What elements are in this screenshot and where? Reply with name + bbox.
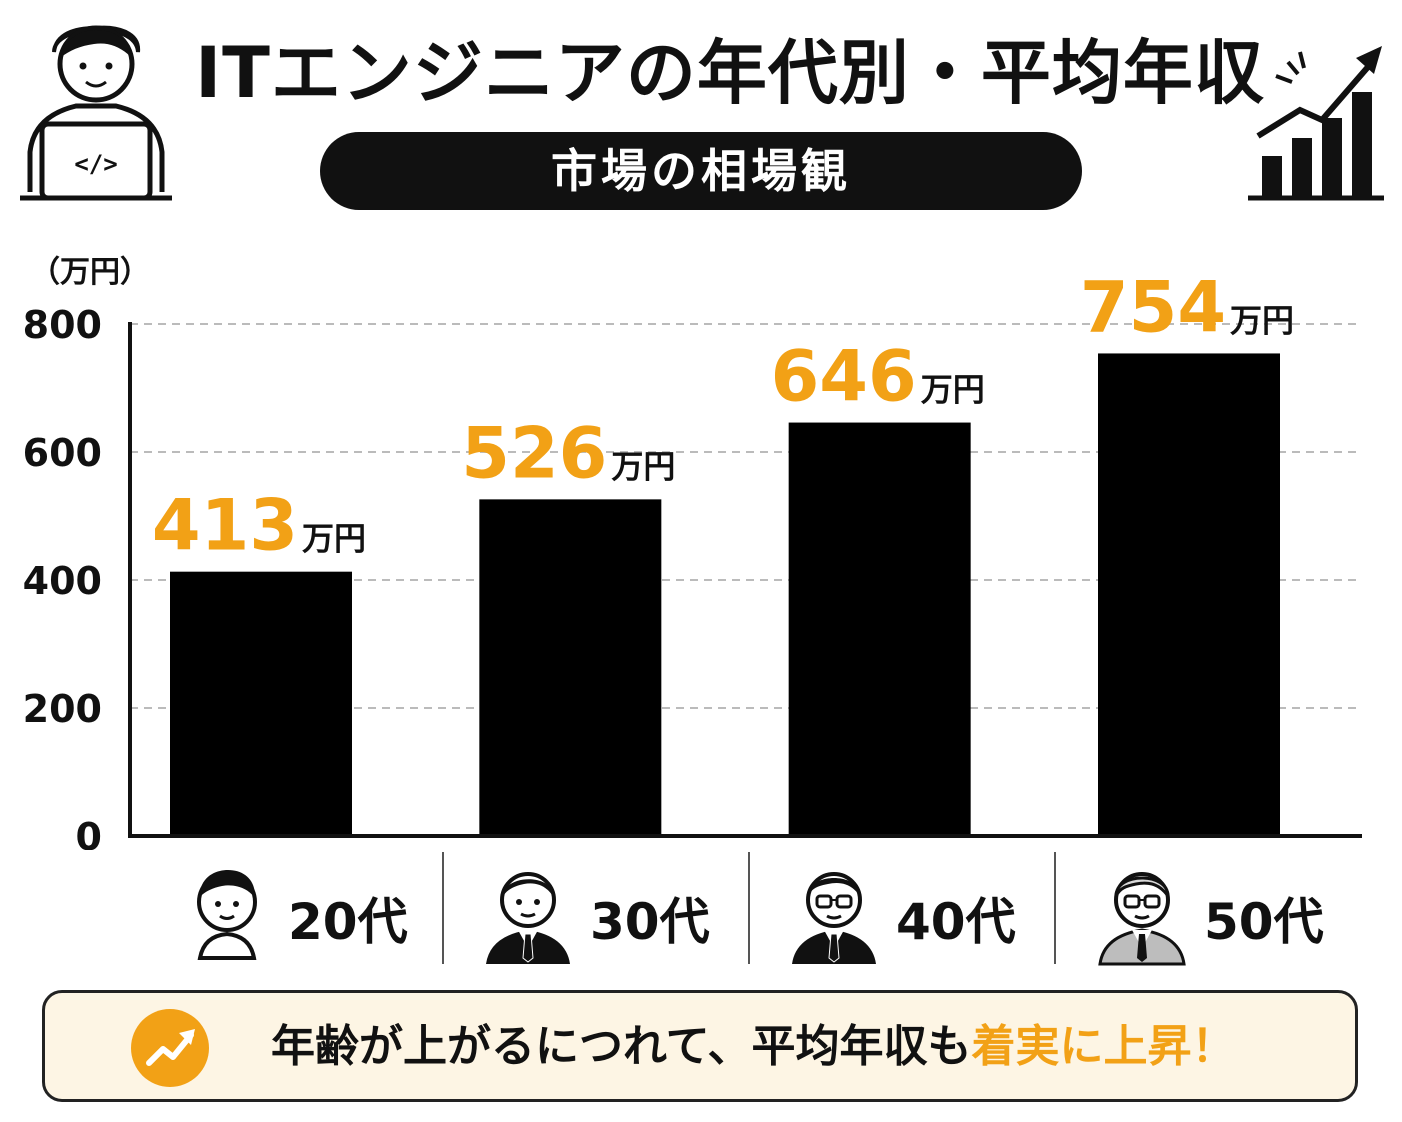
takeaway-main: 年齢が上がるにつれて、平均年収も bbox=[271, 1021, 972, 1072]
category-divider bbox=[442, 852, 444, 964]
chart-subtitle: 市場の相場観 bbox=[320, 132, 1082, 210]
y-tick-label: 0 bbox=[76, 815, 102, 850]
bar-chart: （万円） 0 200 400 600 800 413 万円 526 万円 646 万円 754 万円 bbox=[23, 255, 1362, 850]
x-tick-label: 30代 bbox=[590, 893, 710, 951]
value-labels: 413 万円 526 万円 646 万円 754 万円 bbox=[152, 266, 1294, 566]
trend-up-arrow-icon bbox=[131, 1009, 209, 1087]
young-man-casual-icon bbox=[197, 870, 257, 960]
x-category-50s: 50代 bbox=[1084, 850, 1354, 970]
header: </> ITエンジニアの年代別・平均年収 市場の相場観 bbox=[0, 0, 1402, 230]
y-tick-label: 600 bbox=[23, 431, 102, 475]
bar bbox=[788, 422, 971, 836]
svg-text:</>: </> bbox=[74, 150, 117, 178]
y-tick-label: 200 bbox=[23, 687, 102, 731]
x-category-40s: 40代 bbox=[776, 850, 1046, 970]
y-axis-unit-label: （万円） bbox=[30, 255, 150, 290]
bar bbox=[479, 499, 662, 836]
y-tick-label: 400 bbox=[23, 559, 102, 603]
senior-man-glasses-suit-icon bbox=[1098, 872, 1186, 966]
chart-title: ITエンジニアの年代別・平均年収 bbox=[195, 32, 1265, 114]
category-divider bbox=[1054, 852, 1056, 964]
takeaway-text: 年齢が上がるにつれて、平均年収も着実に上昇！ bbox=[271, 1017, 1235, 1077]
x-tick-label: 40代 bbox=[896, 893, 1016, 951]
data-label: 413 万円 bbox=[152, 485, 366, 567]
data-label: 526 万円 bbox=[461, 412, 675, 494]
takeaway-highlight: 着実に上昇！ bbox=[971, 1021, 1236, 1072]
data-label: 754 万円 bbox=[1080, 266, 1294, 348]
x-category-20s: 20代 bbox=[170, 850, 440, 970]
category-divider bbox=[748, 852, 750, 964]
x-tick-label: 50代 bbox=[1204, 893, 1324, 951]
bar bbox=[1098, 353, 1280, 836]
y-axis-ticks: 0 200 400 600 800 bbox=[23, 303, 102, 850]
takeaway-callout: 年齢が上がるにつれて、平均年収も着実に上昇！ bbox=[42, 990, 1358, 1102]
data-label: 646 万円 bbox=[771, 336, 985, 418]
rising-bar-chart-icon bbox=[1248, 46, 1384, 201]
x-tick-label: 20代 bbox=[288, 893, 408, 951]
y-tick-label: 800 bbox=[23, 303, 102, 347]
man-glasses-suit-icon bbox=[792, 872, 876, 964]
x-category-30s: 30代 bbox=[470, 850, 740, 970]
man-suit-icon bbox=[486, 872, 570, 964]
bar bbox=[170, 571, 352, 836]
engineer-laptop-icon: </> bbox=[20, 25, 172, 201]
bars bbox=[170, 353, 1280, 836]
